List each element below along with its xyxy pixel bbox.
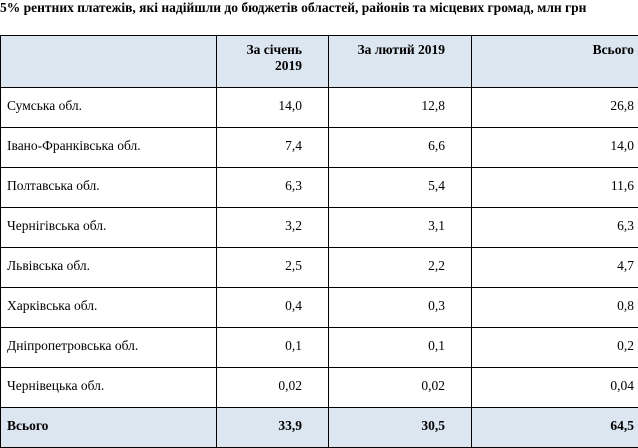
february-value: 12,8 <box>329 88 472 128</box>
region-name: Полтавська обл. <box>1 168 217 208</box>
total-value: 6,3 <box>472 208 638 248</box>
region-name: Івано-Франківська обл. <box>1 128 217 168</box>
total-row: Всього 33,9 30,5 64,5 <box>1 408 638 448</box>
table-row: Чернігівська обл. 3,2 3,1 6,3 <box>1 208 638 248</box>
total-value: 0,8 <box>472 288 638 328</box>
total-value: 14,0 <box>472 128 638 168</box>
total-value: 11,6 <box>472 168 638 208</box>
february-value: 3,1 <box>329 208 472 248</box>
february-value: 0,3 <box>329 288 472 328</box>
table-row: Дніпропетровська обл. 0,1 0,1 0,2 <box>1 328 638 368</box>
january-value: 7,4 <box>217 128 329 168</box>
header-total: Всього <box>472 36 638 88</box>
total-value: 26,8 <box>472 88 638 128</box>
january-value: 3,2 <box>217 208 329 248</box>
region-name: Дніпропетровська обл. <box>1 328 217 368</box>
january-value: 2,5 <box>217 248 329 288</box>
table-row: Сумська обл. 14,0 12,8 26,8 <box>1 88 638 128</box>
total-value: 0,2 <box>472 328 638 368</box>
header-february: За лютий 2019 <box>329 36 472 88</box>
regional-payments-table: За січень 2019 За лютий 2019 Всього Сумс… <box>0 35 638 448</box>
header-january: За січень 2019 <box>217 36 329 88</box>
february-value: 0,1 <box>329 328 472 368</box>
january-value: 0,1 <box>217 328 329 368</box>
table-row: Харківська обл. 0,4 0,3 0,8 <box>1 288 638 328</box>
february-value: 6,6 <box>329 128 472 168</box>
total-value: 4,7 <box>472 248 638 288</box>
february-value: 0,02 <box>329 368 472 408</box>
february-value: 5,4 <box>329 168 472 208</box>
table-row: Полтавська обл. 6,3 5,4 11,6 <box>1 168 638 208</box>
february-value: 2,2 <box>329 248 472 288</box>
table-title: 5% рентних платежів, які надійшли до бюд… <box>0 0 586 20</box>
header-region <box>1 36 217 88</box>
january-total: 33,9 <box>217 408 329 448</box>
total-label: Всього <box>1 408 217 448</box>
region-name: Чернігівська обл. <box>1 208 217 248</box>
region-name: Чернівецька обл. <box>1 368 217 408</box>
grand-total: 64,5 <box>472 408 638 448</box>
header-row: За січень 2019 За лютий 2019 Всього <box>1 36 638 88</box>
table-row: Чернівецька обл. 0,02 0,02 0,04 <box>1 368 638 408</box>
january-value: 0,02 <box>217 368 329 408</box>
region-name: Харківська обл. <box>1 288 217 328</box>
region-name: Сумська обл. <box>1 88 217 128</box>
table-row: Івано-Франківська обл. 7,4 6,6 14,0 <box>1 128 638 168</box>
january-value: 0,4 <box>217 288 329 328</box>
total-value: 0,04 <box>472 368 638 408</box>
region-name: Львівська обл. <box>1 248 217 288</box>
january-value: 14,0 <box>217 88 329 128</box>
february-total: 30,5 <box>329 408 472 448</box>
january-value: 6,3 <box>217 168 329 208</box>
table-row: Львівська обл. 2,5 2,2 4,7 <box>1 248 638 288</box>
